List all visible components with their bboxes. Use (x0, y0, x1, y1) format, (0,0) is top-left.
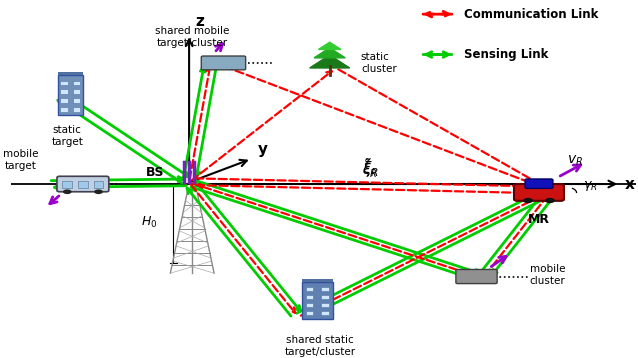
Bar (61, 98, 68, 103)
Text: mobile
target: mobile target (3, 149, 38, 170)
Text: BS: BS (145, 166, 164, 179)
Text: shared static
target/cluster: shared static target/cluster (285, 335, 356, 357)
Bar (302, 279, 333, 282)
Bar (322, 295, 329, 299)
Bar (73, 107, 80, 112)
Bar (94, 181, 103, 188)
Bar (306, 295, 313, 299)
Polygon shape (309, 55, 350, 68)
Bar (302, 282, 333, 319)
Text: $\tilde{\xi}_R$: $\tilde{\xi}_R$ (362, 156, 379, 179)
Bar (58, 75, 83, 115)
FancyBboxPatch shape (57, 176, 109, 192)
Circle shape (545, 198, 555, 203)
Bar (58, 72, 83, 75)
Text: $H_0$: $H_0$ (142, 215, 158, 230)
Text: MR: MR (528, 213, 550, 226)
Circle shape (94, 189, 103, 194)
Text: y: y (258, 142, 268, 157)
Text: $v_R$: $v_R$ (567, 153, 583, 168)
Bar (73, 98, 80, 103)
Text: Sensing Link: Sensing Link (464, 48, 549, 61)
Text: mobile
cluster: mobile cluster (530, 264, 565, 286)
Bar (73, 90, 80, 94)
Text: static
cluster: static cluster (361, 52, 397, 74)
Bar (61, 81, 68, 85)
Bar (306, 286, 313, 291)
Text: x: x (625, 176, 635, 192)
Bar (61, 107, 68, 112)
Bar (306, 303, 313, 307)
Text: shared mobile
target/cluster: shared mobile target/cluster (155, 26, 230, 48)
Bar (306, 310, 313, 315)
Bar (322, 286, 329, 291)
Polygon shape (318, 42, 341, 49)
FancyBboxPatch shape (525, 179, 553, 188)
Circle shape (523, 198, 533, 203)
Bar (61, 90, 68, 94)
FancyBboxPatch shape (201, 56, 246, 70)
Text: static
target: static target (51, 125, 83, 147)
FancyBboxPatch shape (456, 270, 497, 284)
Bar (322, 303, 329, 307)
Text: $\gamma_R$: $\gamma_R$ (582, 179, 597, 193)
Bar (73, 81, 80, 85)
Bar (322, 310, 329, 315)
FancyBboxPatch shape (514, 184, 564, 201)
Polygon shape (314, 48, 345, 58)
Circle shape (63, 189, 71, 194)
Text: $\tilde{\xi}_R$: $\tilde{\xi}_R$ (362, 158, 378, 180)
Bar (78, 181, 88, 188)
Text: Communication Link: Communication Link (464, 8, 598, 21)
Text: z: z (195, 14, 204, 29)
Bar (63, 181, 72, 188)
